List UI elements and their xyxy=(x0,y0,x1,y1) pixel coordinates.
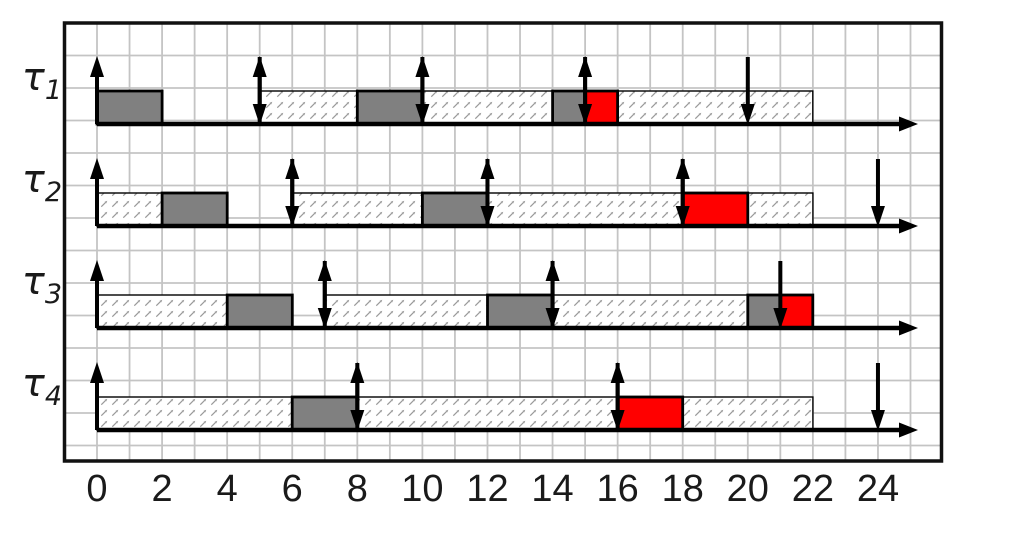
execution-block xyxy=(355,89,424,126)
task-row-2: τ2 xyxy=(22,157,918,234)
ready-hatched-block xyxy=(551,294,749,329)
x-axis-tick-label: 10 xyxy=(401,468,443,510)
ready-hatched-block xyxy=(259,90,359,125)
release-arrow-icon xyxy=(90,362,104,430)
x-axis-tick-label: 0 xyxy=(86,468,107,510)
execution-block xyxy=(290,395,359,432)
deadline-arrow-icon xyxy=(285,159,300,227)
x-axis-tick-label: 8 xyxy=(347,468,368,510)
task-label: τ4 xyxy=(22,361,62,412)
ready-hatched-block xyxy=(682,396,814,431)
execution-block xyxy=(95,89,164,126)
ready-hatched-block xyxy=(616,90,814,125)
execution-block xyxy=(486,293,554,330)
x-axis-tick-label: 24 xyxy=(857,468,899,510)
x-axis-tick-label: 6 xyxy=(282,468,303,510)
timeline-arrowhead-icon xyxy=(899,320,918,336)
task-row-4: τ4 xyxy=(22,361,918,438)
timeline-arrowhead-icon xyxy=(899,422,918,438)
deadline-miss-block xyxy=(616,395,685,432)
x-axis-tick-label: 18 xyxy=(662,468,704,510)
ready-hatched-block xyxy=(96,396,293,431)
x-axis-tick-label: 2 xyxy=(152,468,173,510)
execution-block xyxy=(225,293,294,330)
timeline-arrowhead-icon xyxy=(899,116,918,132)
x-axis-tick-label: 14 xyxy=(531,468,573,510)
x-axis-tick-label: 20 xyxy=(727,468,769,510)
deadline-arrow-icon xyxy=(545,261,560,329)
ready-hatched-block xyxy=(747,192,814,227)
release-arrow-icon xyxy=(90,260,104,328)
deadline-miss-block xyxy=(681,191,750,228)
ready-hatched-block xyxy=(291,192,424,227)
timeline-arrowhead-icon xyxy=(899,218,918,234)
ready-hatched-block xyxy=(324,294,489,329)
deadline-arrow-icon xyxy=(773,261,788,329)
deadline-arrow-icon xyxy=(675,159,690,227)
deadline-arrow-icon xyxy=(317,261,332,329)
x-axis-tick-label: 12 xyxy=(466,468,508,510)
task-label: τ3 xyxy=(22,259,62,310)
ready-hatched-block xyxy=(96,294,228,329)
release-arrow-icon xyxy=(90,158,104,226)
deadline-arrow-icon xyxy=(350,363,365,431)
deadline-arrow-icon xyxy=(870,159,885,227)
x-axis-tick-label: 22 xyxy=(792,468,834,510)
x-axis-tick-label: 4 xyxy=(217,468,238,510)
ready-hatched-block xyxy=(356,396,619,431)
ready-hatched-block xyxy=(421,90,554,125)
ready-hatched-block xyxy=(96,192,163,227)
deadline-arrow-icon xyxy=(610,363,625,431)
execution-block xyxy=(420,191,489,228)
task-row-1: τ1 xyxy=(22,55,918,132)
deadline-arrow-icon xyxy=(870,363,885,431)
execution-block xyxy=(160,191,229,228)
deadline-arrow-icon xyxy=(578,57,593,125)
release-arrow-icon xyxy=(90,56,104,124)
deadline-arrow-icon xyxy=(740,57,755,125)
x-axis: 0 2 4 6 8 10 12 14 16 18 20 22 24 xyxy=(86,468,899,510)
x-axis-tick-label: 16 xyxy=(596,468,638,510)
ready-hatched-block xyxy=(486,192,684,227)
plot-frame xyxy=(62,21,944,463)
task-row-3: τ3 xyxy=(22,259,918,336)
deadline-arrow-icon xyxy=(252,57,267,125)
deadline-arrow-icon xyxy=(415,57,430,125)
deadline-arrow-icon xyxy=(480,159,495,227)
